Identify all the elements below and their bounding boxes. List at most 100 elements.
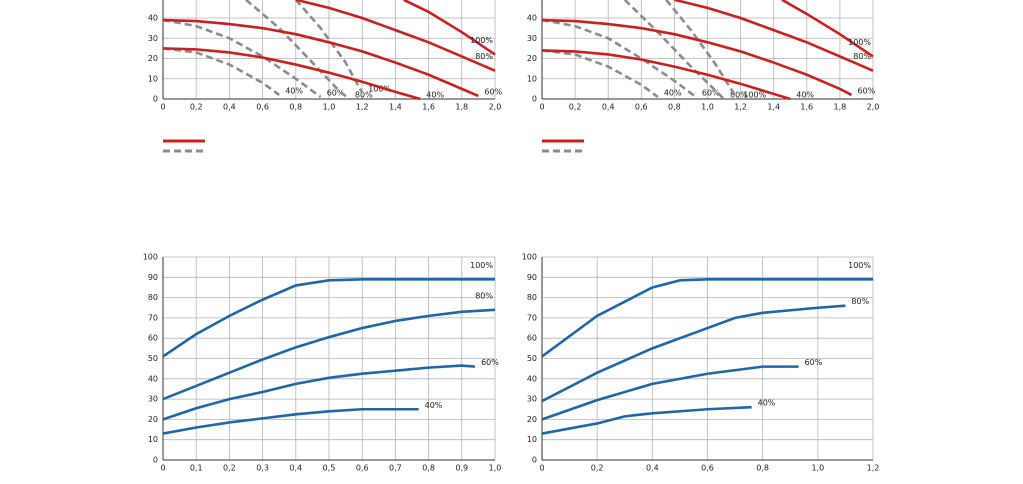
curve-label: 40% bbox=[796, 91, 814, 100]
x-tick-label: 0,2 bbox=[190, 103, 203, 112]
y-tick-label: 60 bbox=[148, 334, 158, 343]
dashed-curve bbox=[163, 47, 280, 96]
x-tick-label: 1,0 bbox=[323, 103, 336, 112]
curve-label: 80% bbox=[853, 52, 871, 61]
curve-label: 100% bbox=[470, 261, 493, 270]
x-tick-label: 0,8 bbox=[756, 464, 769, 473]
x-tick-label: 1,4 bbox=[767, 103, 780, 112]
x-tick-label: 0,2 bbox=[569, 103, 582, 112]
x-tick-label: 0,6 bbox=[635, 103, 648, 112]
y-tick-label: 80 bbox=[527, 293, 537, 302]
y-tick-label: 60 bbox=[527, 334, 537, 343]
x-tick-label: 0,4 bbox=[602, 103, 615, 112]
curve-label: 60% bbox=[702, 88, 720, 97]
x-tick-label: 1,2 bbox=[734, 103, 747, 112]
y-tick-label: 90 bbox=[527, 273, 537, 282]
curve-label: 60% bbox=[327, 88, 345, 97]
x-tick-label: 0,4 bbox=[223, 103, 236, 112]
chart: 0 10 20 30 40 0 0,2 0,4 0,6 0,8 1,0 1,2 1,4 1,6 1,8 2,0… bbox=[148, 0, 503, 112]
x-tick-label: 0,8 bbox=[422, 464, 435, 473]
y-tick-label: 30 bbox=[148, 34, 158, 43]
curve-label: 40% bbox=[425, 401, 443, 410]
curve-label: 40% bbox=[426, 91, 444, 100]
y-tick-label: 0 bbox=[532, 95, 537, 104]
x-tick-label: 0,5 bbox=[323, 464, 336, 473]
x-tick-label: 0,3 bbox=[256, 464, 269, 473]
y-tick-label: 20 bbox=[527, 54, 537, 63]
x-tick-label: 1,0 bbox=[489, 464, 502, 473]
curve-label: 100% bbox=[848, 261, 871, 270]
x-tick-label: 1,2 bbox=[867, 464, 880, 473]
x-tick-label: 0,4 bbox=[646, 464, 659, 473]
y-tick-label: 0 bbox=[532, 456, 537, 465]
curve bbox=[542, 18, 853, 97]
dashed-curve bbox=[542, 18, 697, 99]
x-tick-label: 0,6 bbox=[701, 464, 714, 473]
curve bbox=[403, 0, 496, 56]
chart: 0 10 20 30 40 50 60 70 80 90 100 0 0,1 0,2 0,3 0,4 0,5 0,… bbox=[143, 253, 502, 473]
y-tick-label: 0 bbox=[153, 95, 158, 104]
y-tick-label: 10 bbox=[527, 435, 537, 444]
curve bbox=[542, 278, 873, 358]
y-tick-label: 70 bbox=[148, 313, 158, 322]
x-tick-label: 1,6 bbox=[422, 103, 435, 112]
dashed-curve bbox=[623, 0, 725, 100]
dashed-curve bbox=[245, 0, 350, 100]
curve bbox=[542, 304, 846, 403]
y-tick-label: 20 bbox=[527, 415, 537, 424]
x-tick-label: 0,6 bbox=[356, 464, 369, 473]
curve-label: 100% bbox=[743, 91, 766, 100]
dashed-curve bbox=[294, 0, 364, 94]
x-tick-label: 0,7 bbox=[389, 464, 402, 473]
curve bbox=[163, 278, 495, 358]
y-tick-label: 20 bbox=[148, 415, 158, 424]
y-tick-label: 40 bbox=[148, 14, 158, 23]
y-tick-label: 30 bbox=[527, 395, 537, 404]
y-tick-label: 40 bbox=[527, 14, 537, 23]
curve-label: 100% bbox=[848, 38, 871, 47]
x-tick-label: 2,0 bbox=[867, 103, 880, 112]
curve bbox=[163, 308, 496, 401]
curve-label: 40% bbox=[758, 399, 776, 408]
x-tick-label: 0 bbox=[539, 464, 544, 473]
x-tick-label: 0 bbox=[160, 464, 165, 473]
curve-label: 80% bbox=[475, 52, 493, 61]
x-tick-label: 0,4 bbox=[289, 464, 302, 473]
y-tick-label: 10 bbox=[527, 74, 537, 83]
curve bbox=[295, 0, 496, 72]
y-tick-label: 0 bbox=[153, 456, 158, 465]
x-tick-label: 1,6 bbox=[800, 103, 813, 112]
x-tick-label: 0,2 bbox=[591, 464, 604, 473]
y-tick-label: 10 bbox=[148, 74, 158, 83]
curve bbox=[542, 405, 752, 435]
chart: 0 10 20 30 40 50 60 70 80 90 100 0 0,2 0,4 0,6 0,8 1,0 1,… bbox=[522, 253, 880, 473]
curve bbox=[163, 364, 476, 421]
x-tick-label: 0 bbox=[160, 103, 165, 112]
x-tick-label: 0 bbox=[539, 103, 544, 112]
x-tick-label: 1,8 bbox=[455, 103, 468, 112]
x-tick-label: 1,8 bbox=[834, 103, 847, 112]
curve-label: 40% bbox=[664, 88, 682, 97]
curve bbox=[542, 49, 791, 100]
curve-label: 80% bbox=[730, 91, 748, 100]
x-tick-label: 0,8 bbox=[668, 103, 681, 112]
x-tick-label: 0,8 bbox=[289, 103, 302, 112]
y-tick-label: 10 bbox=[148, 435, 158, 444]
x-tick-label: 0,6 bbox=[256, 103, 269, 112]
y-tick-label: 90 bbox=[148, 273, 158, 282]
x-tick-label: 1,0 bbox=[811, 464, 824, 473]
curve bbox=[674, 0, 874, 72]
x-tick-label: 1,2 bbox=[356, 103, 369, 112]
y-tick-label: 30 bbox=[527, 34, 537, 43]
x-tick-label: 0,9 bbox=[455, 464, 468, 473]
x-tick-label: 0,1 bbox=[190, 464, 203, 473]
curve-label: 80% bbox=[851, 297, 869, 306]
dashed-curve bbox=[542, 49, 659, 99]
curve bbox=[163, 47, 421, 100]
y-tick-label: 40 bbox=[527, 374, 537, 383]
x-tick-label: 2,0 bbox=[489, 103, 502, 112]
curve-label: 60% bbox=[484, 87, 502, 96]
legend bbox=[163, 139, 584, 153]
y-tick-label: 100 bbox=[522, 253, 537, 262]
curve-label: 100% bbox=[470, 36, 493, 45]
